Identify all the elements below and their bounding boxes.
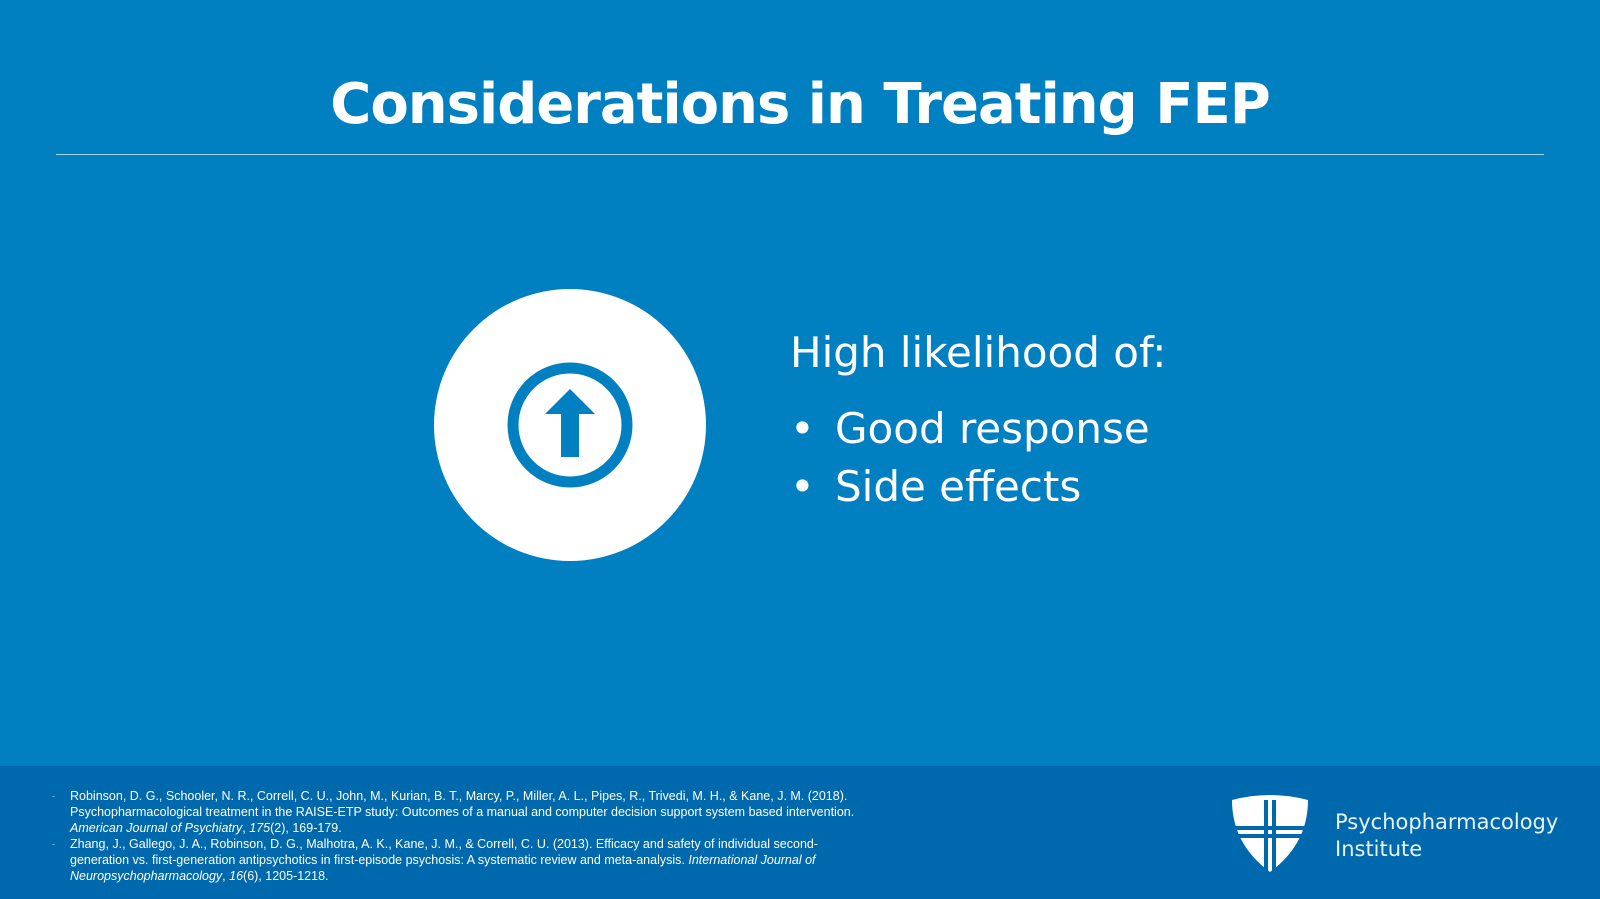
reference-part: American Journal of Psychiatry — [70, 821, 243, 835]
logo-text: Psychopharmacology — [1335, 810, 1559, 834]
bullet: Side effects — [790, 458, 1150, 516]
heading: High likelihood of: — [790, 328, 1167, 377]
logo-shield — [1232, 795, 1308, 872]
reference-part: Robinson, D. G., Schooler, N. R., Correl… — [70, 789, 855, 819]
reference-part: International Journal of Neuropsychophar… — [70, 853, 816, 883]
reference-part: 16 — [229, 869, 244, 883]
logo-text: Institute — [1335, 837, 1423, 861]
reference-part: (2), 169-179. — [270, 821, 342, 835]
reference: Zhang, J., Gallego, J. A., Robinson, D. … — [52, 836, 870, 884]
title-rule — [56, 154, 1544, 155]
reference-part: (6), 1205-1218. — [243, 869, 329, 883]
reference: Robinson, D. G., Schooler, N. R., Correl… — [52, 788, 870, 836]
icon — [434, 289, 706, 561]
bullet: Good response — [790, 400, 1150, 458]
reference-part: Zhang, J., Gallego, J. A., Robinson, D. … — [70, 837, 819, 867]
reference-part: , — [242, 821, 250, 835]
references: Robinson, D. G., Schooler, N. R., Correl… — [52, 788, 870, 884]
slide-title: Considerations in Treating FEP — [330, 72, 1271, 137]
footer: Robinson, D. G., Schooler, N. R., Correl… — [0, 766, 1600, 899]
bullet-list: Good responseSide effects — [790, 400, 1150, 516]
reference-part: 175 — [249, 821, 271, 835]
reference-part: , — [222, 869, 230, 883]
